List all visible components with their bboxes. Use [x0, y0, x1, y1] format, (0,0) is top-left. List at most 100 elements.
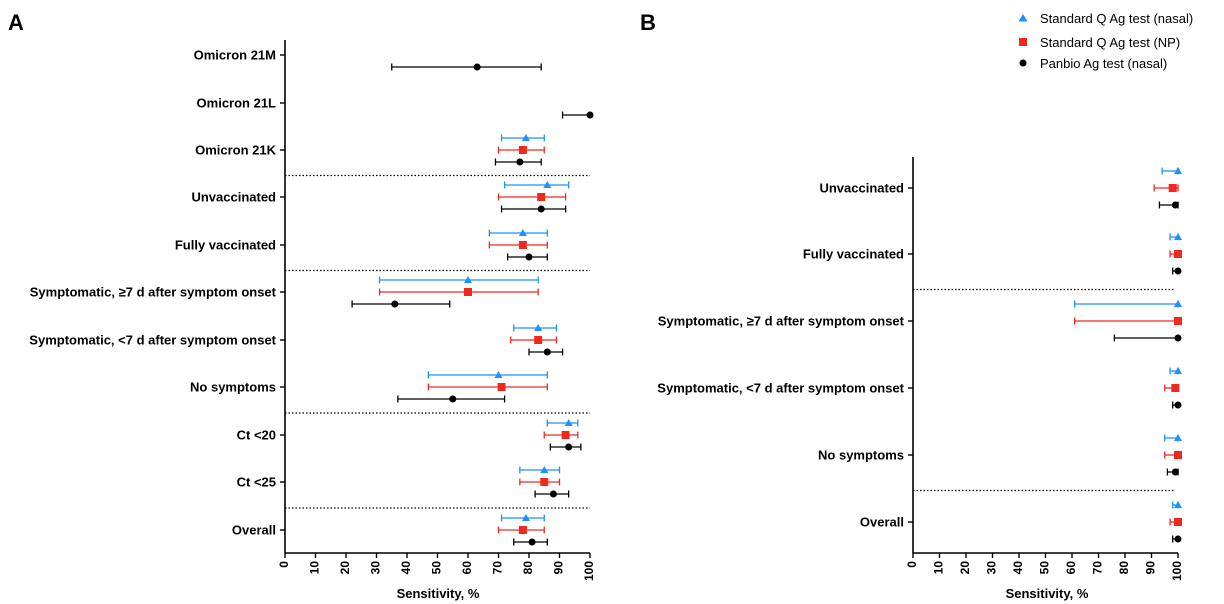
x-tick-label: 0	[277, 561, 291, 568]
circle-marker	[528, 538, 536, 546]
circle-marker	[565, 443, 573, 451]
square-marker	[518, 526, 527, 534]
category-label-unvaccinated: Unvaccinated	[191, 190, 276, 205]
triangle-marker	[1174, 501, 1182, 508]
x-tick-label: 70	[491, 561, 505, 575]
x-tick-label: 40	[399, 561, 413, 575]
x-tick-label: 60	[1064, 561, 1078, 575]
square-marker	[1174, 250, 1182, 258]
category-label-symptomatic-7-d-after-symptom-onset: Symptomatic, ≥7 d after symptom onset	[658, 314, 905, 329]
triangle-marker	[464, 276, 472, 283]
triangle-marker	[1174, 367, 1182, 374]
square-marker	[1174, 518, 1182, 526]
series-standard-q-ag-test-nasal	[378, 134, 579, 522]
legend-item-standard-q-np: Standard Q Ag test (NP)	[1019, 35, 1180, 50]
category-label-omicron-21k: Omicron 21K	[195, 143, 277, 158]
x-tick-label: 30	[369, 561, 383, 575]
circle-marker	[1174, 535, 1182, 543]
category-label-unvaccinated: Unvaccinated	[819, 181, 904, 196]
category-label-omicron-21l: Omicron 21L	[197, 96, 277, 111]
square-marker	[1174, 317, 1182, 325]
x-tick-label: 80	[521, 561, 535, 575]
triangle-marker	[521, 514, 530, 521]
x-tick-label: 10	[308, 561, 322, 575]
category-label-symptomatic-7-d-after-symptom-onset: Symptomatic, <7 d after symptom onset	[29, 333, 276, 348]
category-label-ct-20: Ct <20	[237, 428, 276, 443]
legend-item-panbio-nasal: Panbio Ag test (nasal)	[1019, 56, 1167, 71]
category-label-omicron-21m: Omicron 21M	[194, 48, 276, 63]
x-tick-label: 20	[338, 561, 352, 575]
legend-square-marker	[1019, 38, 1027, 46]
category-label-fully-vaccinated: Fully vaccinated	[175, 238, 276, 253]
legend-item-standard-q-nasal: Standard Q Ag test (nasal)	[1018, 11, 1193, 26]
series-standard-q-ag-test-np	[1074, 184, 1182, 526]
x-tick-label: 100	[582, 561, 596, 581]
legend-circle-marker	[1019, 59, 1027, 67]
triangle-marker	[1174, 233, 1182, 240]
legend-label: Panbio Ag test (nasal)	[1040, 56, 1167, 71]
legend-triangle-marker	[1018, 14, 1028, 22]
panel-a: A 0 10 20 30 40 50 60 70 80 90 100 Omicron 21M Omicr…	[8, 10, 596, 601]
square-marker	[1171, 384, 1180, 392]
square-marker	[537, 193, 546, 201]
triangle-marker	[518, 229, 527, 236]
series-standard-q-ag-test-nasal	[1074, 167, 1182, 509]
x-tick-label: 30	[985, 561, 999, 575]
circle-marker	[537, 205, 545, 213]
triangle-marker	[1174, 300, 1182, 307]
x-tick-label: 10	[932, 561, 946, 575]
circle-marker	[1174, 267, 1182, 275]
x-tick-label: 70	[1091, 561, 1105, 575]
panel-b-label: B	[640, 10, 656, 35]
square-marker	[518, 146, 527, 154]
circle-marker	[586, 111, 594, 119]
series-panbio-ag-test-nasal	[1113, 201, 1182, 543]
square-marker	[497, 383, 506, 391]
series-panbio-ag-test-nasal	[351, 63, 594, 546]
x-tick-label: 100	[1170, 561, 1184, 581]
square-marker	[540, 478, 549, 486]
circle-marker	[543, 348, 551, 356]
panel-b-x-axis-title: Sensitivity, %	[1006, 586, 1089, 601]
square-marker	[1168, 184, 1177, 192]
x-tick-label: 90	[552, 561, 566, 575]
category-label-no-symptoms: No symptoms	[818, 448, 904, 463]
circle-marker	[1174, 401, 1182, 409]
panel-a-x-axis-title: Sensitivity, %	[397, 586, 480, 601]
panel-b: B 0 10 20 30 40 50 60 70 80 90 100 Unvaccinated Full…	[640, 10, 1184, 601]
square-marker	[561, 431, 570, 439]
category-label-overall: Overall	[232, 523, 276, 538]
square-marker	[464, 288, 472, 296]
circle-marker	[1171, 201, 1179, 209]
x-tick-label: 60	[460, 561, 474, 575]
panel-a-label: A	[8, 10, 24, 35]
category-label-no-symptoms: No symptoms	[190, 380, 276, 395]
circle-marker	[525, 253, 533, 261]
x-tick-label: 50	[1038, 561, 1052, 575]
x-tick-label: 40	[1011, 561, 1025, 575]
category-label-ct-25: Ct <25	[237, 475, 276, 490]
x-tick-label: 20	[958, 561, 972, 575]
x-tick-label: 90	[1144, 561, 1158, 575]
panel-a-plot-area: 0 10 20 30 40 50 60 70 80 90 100 Omicron 21M Omicron…	[29, 40, 596, 581]
triangle-marker	[534, 324, 543, 331]
circle-marker	[449, 395, 457, 403]
circle-marker	[473, 63, 481, 71]
legend: Standard Q Ag test (nasal) Standard Q Ag…	[1018, 11, 1193, 71]
category-label-symptomatic-7-d-after-symptom-onset: Symptomatic, <7 d after symptom onset	[657, 381, 904, 396]
circle-marker	[516, 158, 524, 166]
category-label-fully-vaccinated: Fully vaccinated	[803, 247, 904, 262]
triangle-marker	[540, 466, 549, 473]
triangle-marker	[521, 134, 530, 141]
x-tick-label: 50	[430, 561, 444, 575]
category-label-overall: Overall	[860, 515, 904, 530]
legend-label: Standard Q Ag test (NP)	[1040, 35, 1180, 50]
circle-marker	[1174, 334, 1182, 342]
triangle-marker	[1174, 167, 1182, 174]
circle-marker	[549, 490, 557, 498]
circle-marker	[391, 300, 399, 308]
square-marker	[1174, 451, 1182, 459]
triangle-marker	[543, 181, 552, 188]
series-standard-q-ag-test-np	[378, 146, 579, 534]
